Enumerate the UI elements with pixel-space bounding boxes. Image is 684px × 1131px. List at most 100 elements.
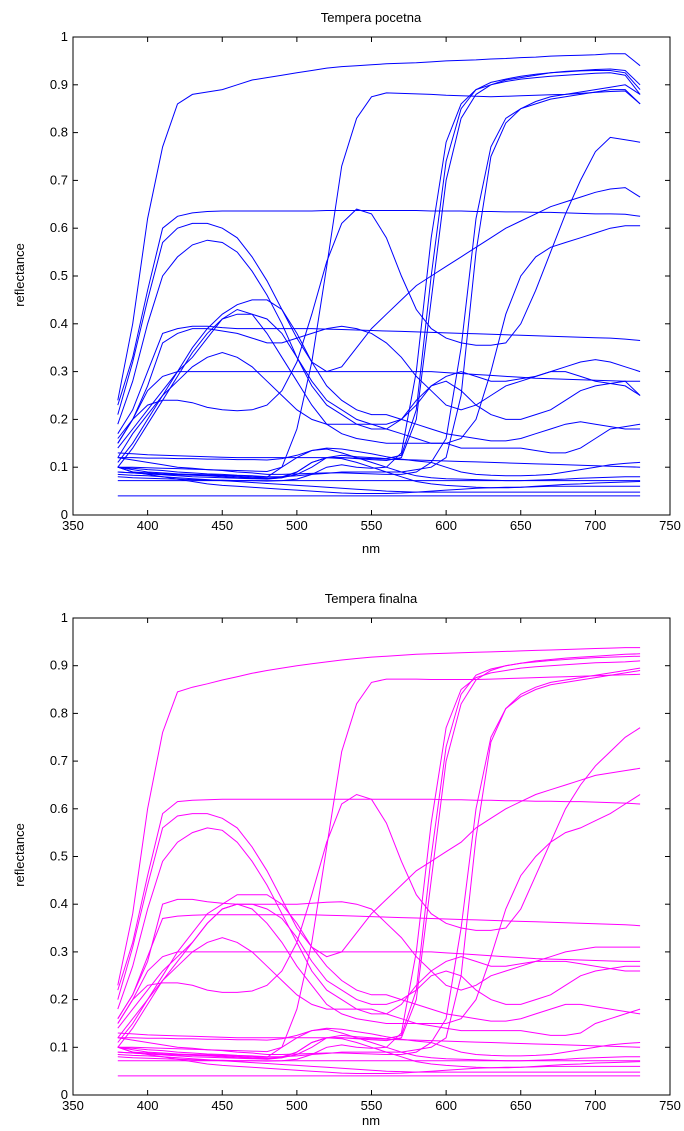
- x-tick-label: 500: [286, 518, 308, 533]
- x-tick-label: 450: [211, 518, 233, 533]
- x-tick-label: 650: [510, 518, 532, 533]
- x-axis-label: nm: [362, 541, 380, 556]
- x-tick-label: 700: [585, 1098, 607, 1113]
- y-tick-label: 1: [61, 610, 68, 625]
- y-tick-label: 0.4: [50, 896, 68, 911]
- series-line-14: [117, 136, 641, 444]
- y-tick-label: 0.9: [50, 77, 68, 92]
- chart-tempera-pocetna: Tempera pocetna reflectance nm 350 400 450…: [12, 10, 681, 556]
- series-line-13: [117, 951, 641, 1024]
- series-line-11: [117, 914, 641, 1019]
- series-line-15: [117, 225, 641, 449]
- y-tick-label: 0.1: [50, 459, 68, 474]
- x-tick-label: 600: [435, 1098, 457, 1113]
- series-line-24: [117, 473, 641, 493]
- y-tick-label: 0.1: [50, 1039, 68, 1054]
- y-tick-label: 0.9: [50, 658, 68, 673]
- y-tick-label: 0.2: [50, 411, 68, 426]
- series-lines: [117, 647, 641, 1077]
- series-line-7: [117, 667, 641, 1058]
- y-tick-label: 0.7: [50, 753, 68, 768]
- y-tick-label: 0: [61, 507, 68, 522]
- series-line-22: [117, 457, 641, 489]
- y-tick-label: 0.4: [50, 316, 68, 331]
- series-line-5: [117, 660, 641, 1062]
- series-lines: [117, 53, 641, 497]
- x-tick-label: 650: [510, 1098, 532, 1113]
- y-tick-label: 0: [61, 1087, 68, 1102]
- series-line-9: [117, 767, 641, 1000]
- series-line-8: [117, 210, 641, 406]
- y-tick-label: 0.5: [50, 849, 68, 864]
- series-line-24: [117, 1054, 641, 1073]
- x-tick-label: 400: [137, 1098, 159, 1113]
- x-tick-label: 750: [659, 1098, 681, 1113]
- series-line-1: [117, 53, 641, 401]
- series-line-23: [117, 466, 641, 494]
- series-line-2: [117, 673, 641, 1058]
- y-axis-label: reflectance: [12, 243, 27, 307]
- series-line-17: [117, 299, 641, 463]
- x-tick-label: 500: [286, 1098, 308, 1113]
- series-line-18: [117, 313, 641, 468]
- axis-ticks: 350 400 450 500 550 600 650 700 750 0 0.1 0.2 0.3 0.4…: [50, 610, 681, 1113]
- series-line-19: [117, 452, 641, 468]
- x-tick-label: 550: [361, 1098, 383, 1113]
- series-line-16: [117, 937, 641, 1039]
- series-line-22: [117, 1037, 641, 1069]
- chart-title: Tempera finalna: [325, 591, 418, 606]
- series-line-20: [117, 447, 641, 477]
- series-line-1: [117, 647, 641, 986]
- series-line-12: [117, 325, 641, 439]
- x-tick-label: 450: [211, 1098, 233, 1113]
- series-line-7: [117, 84, 641, 478]
- y-tick-label: 0.2: [50, 992, 68, 1007]
- series-line-12: [117, 898, 641, 1019]
- series-line-18: [117, 903, 641, 1048]
- y-tick-label: 0.8: [50, 705, 68, 720]
- y-tick-label: 0.5: [50, 268, 68, 283]
- x-tick-label: 350: [62, 1098, 84, 1113]
- chart-title: Tempera pocetna: [321, 10, 422, 25]
- series-line-8: [117, 798, 641, 991]
- series-line-4: [117, 70, 641, 480]
- x-tick-label: 350: [62, 518, 84, 533]
- axis-ticks: 350 400 450 500 550 600 650 700 750 0 0.1 0.2 0.3 0.4…: [50, 29, 681, 533]
- series-line-3: [117, 68, 641, 479]
- series-line-4: [117, 655, 641, 1060]
- series-line-11: [117, 325, 641, 434]
- series-line-3: [117, 653, 641, 1059]
- x-tick-label: 550: [361, 518, 383, 533]
- x-tick-label: 600: [435, 518, 457, 533]
- y-axis-label: reflectance: [12, 823, 27, 887]
- series-line-17: [117, 894, 641, 1043]
- x-tick-label: 400: [137, 518, 159, 533]
- x-axis-label: nm: [362, 1113, 380, 1128]
- series-line-21: [117, 1028, 641, 1062]
- series-line-15: [117, 794, 641, 1029]
- series-line-5: [117, 72, 641, 482]
- y-tick-label: 0.7: [50, 172, 68, 187]
- series-line-2: [117, 90, 641, 478]
- series-line-23: [117, 1046, 641, 1074]
- series-line-20: [117, 1027, 641, 1057]
- y-tick-label: 0.3: [50, 944, 68, 959]
- y-tick-label: 0.8: [50, 125, 68, 140]
- series-line-21: [117, 448, 641, 482]
- x-tick-label: 750: [659, 518, 681, 533]
- y-tick-label: 1: [61, 29, 68, 44]
- series-line-13: [117, 371, 641, 444]
- series-line-10: [117, 239, 641, 430]
- series-line-9: [117, 187, 641, 415]
- y-tick-label: 0.6: [50, 801, 68, 816]
- y-tick-label: 0.3: [50, 364, 68, 379]
- chart-tempera-finalna: Tempera finalna reflectance nm 350 400 450…: [12, 591, 681, 1128]
- plot-area: [72, 617, 671, 1096]
- series-line-6: [117, 670, 641, 1055]
- series-line-16: [117, 351, 641, 458]
- series-line-14: [117, 727, 641, 1024]
- series-line-10: [117, 827, 641, 1015]
- series-line-19: [117, 1032, 641, 1048]
- x-tick-label: 700: [585, 518, 607, 533]
